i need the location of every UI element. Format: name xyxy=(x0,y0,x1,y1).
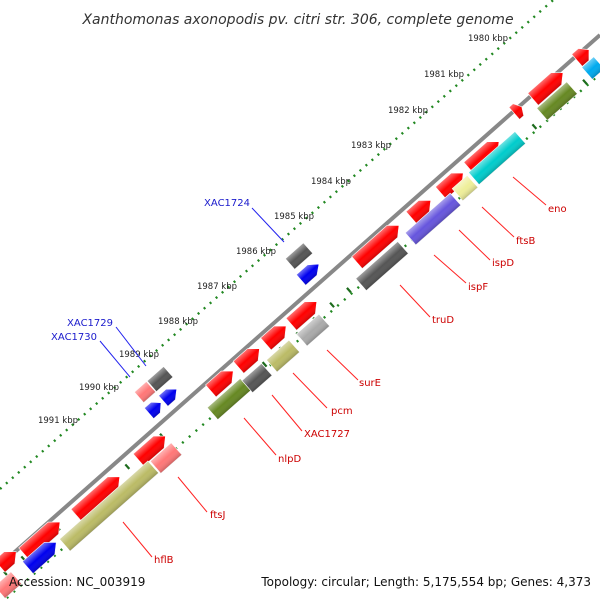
ruler-label: 1986 kbp xyxy=(236,247,276,257)
gene-arrow[interactable] xyxy=(133,381,157,403)
gene-arrow[interactable] xyxy=(0,546,22,573)
gene-arrow[interactable] xyxy=(351,219,405,269)
label-leaders xyxy=(99,176,547,558)
gene-label[interactable]: nlpD xyxy=(278,454,301,465)
label-leader-line xyxy=(399,284,431,318)
ruler-label: 1980 kbp xyxy=(468,34,508,44)
gene-features xyxy=(0,44,600,599)
genome-backbone xyxy=(0,33,600,567)
gene-arrow[interactable] xyxy=(571,44,595,67)
gene-arrow[interactable] xyxy=(468,131,526,185)
ruler-label: 1989 kbp xyxy=(119,350,159,360)
gene-label[interactable]: pcm xyxy=(331,406,353,417)
ruler-tick xyxy=(531,123,538,130)
gene-arrow[interactable] xyxy=(405,194,436,225)
gene-label[interactable]: ftsJ xyxy=(210,510,225,521)
gene-arrow[interactable] xyxy=(285,296,322,331)
gene-arrow[interactable] xyxy=(355,241,409,291)
gene-arrow[interactable] xyxy=(22,536,61,574)
gene-arrow[interactable] xyxy=(284,242,314,270)
label-leader-line xyxy=(99,340,131,378)
ruler-track xyxy=(0,0,556,490)
ruler-tick xyxy=(582,79,588,85)
gene-arrow[interactable] xyxy=(266,339,300,373)
label-leader-line xyxy=(433,254,467,284)
gene-arrow[interactable] xyxy=(158,384,182,407)
gene-arrow[interactable] xyxy=(205,365,238,398)
gene-arrow[interactable] xyxy=(143,397,165,419)
label-leader-line xyxy=(243,417,277,456)
gene-label[interactable]: ispF xyxy=(468,282,488,293)
label-leader-line xyxy=(458,229,491,261)
ruler-tick xyxy=(261,361,268,368)
gene-label[interactable]: ispD xyxy=(492,258,514,269)
label-leader-line xyxy=(251,207,285,243)
gene-label[interactable]: truD xyxy=(432,315,454,326)
gene-arrow[interactable] xyxy=(70,471,125,522)
label-leader-line xyxy=(481,206,515,238)
gene-arrow[interactable] xyxy=(451,174,479,202)
label-leader-line xyxy=(115,326,147,367)
gene-arrow[interactable] xyxy=(404,192,462,246)
ruler-tick xyxy=(329,301,335,308)
gene-arrow[interactable] xyxy=(241,362,273,394)
gene-label[interactable]: XAC1727 xyxy=(304,429,350,440)
gene-arrow[interactable] xyxy=(536,81,578,121)
ruler-labels: 1980 kbp 1981 kbp 1982 kbp 1983 kbp 1984 kbp… xyxy=(38,34,508,426)
ruler-label: 1984 kbp xyxy=(311,177,351,187)
gene-arrow[interactable] xyxy=(132,430,171,467)
ruler-label: 1987 kbp xyxy=(197,282,237,292)
ruler-label: 1990 kbp xyxy=(79,383,119,393)
ruler-label: 1991 kbp xyxy=(38,416,78,426)
gene-label[interactable]: XAC1729 xyxy=(67,318,113,329)
gene-arrow[interactable] xyxy=(527,67,569,106)
ruler-label: 1982 kbp xyxy=(388,106,428,116)
gene-label[interactable]: XAC1724 xyxy=(204,198,250,209)
gene-arrow[interactable] xyxy=(260,320,292,351)
gene-label[interactable]: XAC1730 xyxy=(51,332,97,343)
gene-arrow[interactable] xyxy=(146,366,174,392)
gene-arrow[interactable] xyxy=(0,571,22,599)
label-leader-line xyxy=(326,349,359,381)
accession-label: Accession: NC_003919 xyxy=(9,575,145,589)
ruler-label: 1985 kbp xyxy=(274,212,314,222)
gene-arrow[interactable] xyxy=(581,56,600,80)
gene-label[interactable]: ftsB xyxy=(516,236,535,247)
label-leader-line xyxy=(122,521,153,558)
label-leader-line xyxy=(271,394,303,432)
gene-label[interactable]: eno xyxy=(548,204,567,215)
ruler-tick xyxy=(124,463,131,470)
label-leader-line xyxy=(512,176,547,206)
gene-label[interactable]: surE xyxy=(359,378,381,389)
map-title: Xanthomonas axonopodis pv. citri str. 30… xyxy=(81,12,513,28)
ruler-tick xyxy=(346,287,352,294)
gene-arrow[interactable] xyxy=(296,313,330,347)
label-leader-line xyxy=(292,372,328,409)
genome-summary: Topology: circular; Length: 5,175,554 bp… xyxy=(260,575,591,589)
ruler-label: 1988 kbp xyxy=(158,317,198,327)
ruler-label: 1981 kbp xyxy=(424,70,464,80)
gene-arrow[interactable] xyxy=(295,259,323,286)
gene-arrow[interactable] xyxy=(508,101,527,120)
gene-label[interactable]: hflB xyxy=(154,555,174,566)
label-leader-line xyxy=(177,476,208,513)
gene-arrow[interactable] xyxy=(149,442,183,474)
gene-arrow[interactable] xyxy=(232,343,265,374)
gene-arrow[interactable] xyxy=(435,167,468,200)
gene-arrow[interactable] xyxy=(59,460,159,552)
ruler-label: 1983 kbp xyxy=(351,141,391,151)
